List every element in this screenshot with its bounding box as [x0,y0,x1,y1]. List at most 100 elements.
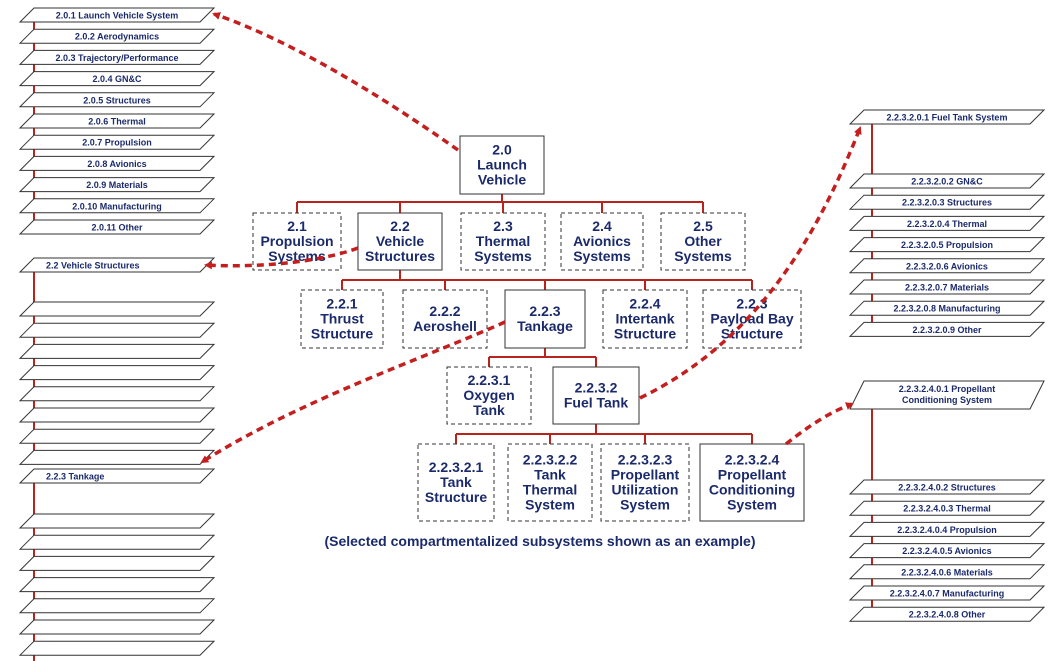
stack-slab [848,215,1046,231]
stack-item-label: 2.2.3.2.4.0.3 Thermal [903,504,991,514]
node-label: Fuel Tank [564,395,629,411]
stack-title-label: 2.2.3.2.4.0.1 Propellant [899,384,996,394]
tree-connectors [296,194,753,444]
stack-slab [848,279,1046,295]
node-label: Tank [534,467,566,483]
stack-item: 2.2.3.2.4.0.8 Other [848,606,1046,622]
stack-item-label: 2.0.4 GN&C [92,74,142,84]
stack-slab [18,7,216,23]
node-label: 2.2 [390,218,410,234]
stack-blank-item [18,407,216,423]
stack-item: 2.2.3.2.4.0.6 Materials [848,564,1046,580]
stack-item: 2.2.3.2.4.0.2 Structures [848,479,1046,495]
stack-slab [18,534,216,550]
node-box [417,443,495,522]
stack-item-label: 2.2.3.2.4.0.7 Manufacturing [890,589,1005,599]
stack-item-label: 2.0.6 Thermal [88,117,146,127]
stack-item-label: 2.0.11 Other [91,223,143,233]
stack-item: 2.0.6 Thermal [18,113,216,129]
node-label: Tank [440,474,472,490]
node-label: Systems [474,248,532,264]
node-label: Tankage [517,318,573,334]
stack-slab [848,606,1046,622]
stack-blank-item [18,619,216,635]
node-label: Intertank [615,311,674,327]
stack-item-label: 2.0.7 Propulsion [82,138,152,148]
node-box [552,366,640,425]
stack-slab [18,134,216,150]
stack-slab [18,640,216,656]
node-label: 2.2.3 [529,303,560,319]
stack-item: 2.2.3.2.4.0.7 Manufacturing [848,585,1046,601]
stack-item: 2.2.3.2.0.4 Thermal [848,215,1046,231]
node-label: Oxygen [463,387,514,403]
node-label: 2.2.1 [326,296,357,312]
stack-slab [848,237,1046,253]
stack-slab [18,468,216,484]
stack-item: 2.2.3.2.0.7 Materials [848,279,1046,295]
stack-item: 2.0.11 Other [18,219,216,235]
stack-item: 2.2.3.2.0.2 GN&C [848,173,1046,189]
stack-item-label: 2.2.3.2.4.0.8 Other [909,610,986,620]
stack-item-label: 2.0.10 Manufacturing [72,201,162,211]
node-box [504,289,586,349]
stack-slab [18,322,216,338]
node-label: Propulsion [260,233,333,249]
node-box [446,366,532,425]
stack-slab [848,585,1046,601]
stack-slab [18,155,216,171]
node-label: Vehicle [478,172,526,188]
stack-slab [848,321,1046,337]
stack-title-tankage: 2.2.3 Tankage [18,468,216,484]
stack-slab [18,198,216,214]
stack-slab [18,71,216,87]
stack-item-label: 2.2.3.2.4.0.4 Propulsion [897,525,997,535]
node-label: Thrust [320,311,364,327]
node-label: Launch [477,157,527,173]
stack-slab [18,386,216,402]
stack-item-label: 2.2.3.2.0.3 Structures [902,198,992,208]
arrow-propellant-conditioning-to-list [784,402,854,446]
stack-slab [848,564,1046,580]
stack-item-label: 2.2.3.2.0.6 Avionics [906,261,988,271]
node-label: 2.2.3.2.3 [618,452,673,468]
stack-slab [18,113,216,129]
node-box [507,443,593,522]
node-box [560,212,644,271]
stack-item: 2.2.3.2.0.5 Propulsion [848,237,1046,253]
hierarchy-nodes: 2.0LaunchVehicle2.1PropulsionSystems2.2V… [252,135,805,522]
diagram-caption: (Selected compartmentalized subsystems s… [324,533,755,549]
stack-title-label: 2.2 Vehicle Structures [46,261,140,271]
stack-slab [848,194,1046,210]
stack-slab [848,173,1046,189]
node-label: 2.2.3 [736,296,767,312]
stack-item: 2.0.5 Structures [18,92,216,108]
stack-slab [848,300,1046,316]
stack-blank-item [18,301,216,317]
node-label: 2.5 [693,218,713,234]
stack-item: 2.2.3.2.0.9 Other [848,321,1046,337]
node-label: Systems [573,248,631,264]
stack-item-label: 2.2.3.2.0.5 Propulsion [901,240,993,250]
node-label: Structure [311,326,373,342]
stack-item: 2.0.9 Materials [18,177,216,193]
stack-item-label: 2.2.3.2.0.7 Materials [905,283,989,293]
stack-blank-item [18,449,216,465]
node-label: 2.2.3.2.4 [725,452,780,468]
node-label: System [620,497,670,513]
node-label: Structure [721,326,783,342]
stack-slab [848,109,1046,125]
stack-slab [18,555,216,571]
node-label: 2.2.3.2 [575,380,618,396]
stack-item-label: 2.0.5 Structures [83,95,151,105]
